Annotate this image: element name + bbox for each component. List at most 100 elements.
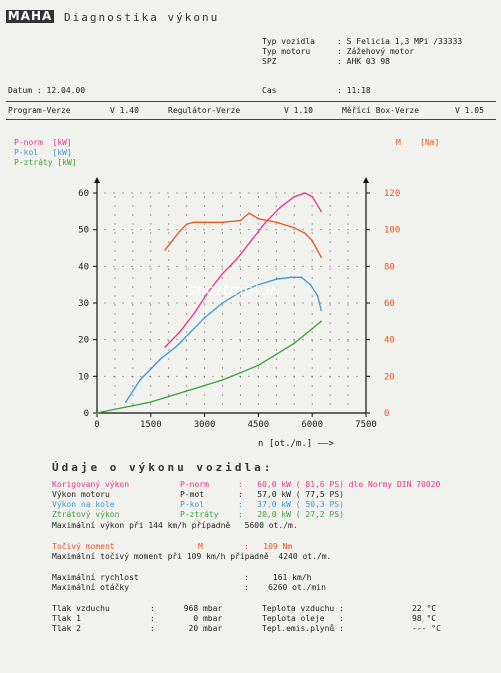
grid-dot: [168, 295, 170, 297]
grid-dot: [347, 367, 349, 369]
grid-dot: [185, 265, 187, 267]
grid-dot: [239, 302, 241, 304]
data-point: [304, 232, 306, 235]
grid-dot: [150, 250, 152, 252]
grid-dot: [239, 349, 242, 351]
data-point: [160, 357, 163, 359]
grid-dot: [329, 331, 331, 333]
max-speed-value: : 161 km/h: [244, 573, 312, 582]
grid-dot: [132, 403, 134, 405]
grid-dot: [239, 376, 242, 378]
grid-dot: [347, 331, 349, 333]
grid-dot: [347, 250, 349, 252]
grid-dot: [257, 223, 259, 225]
grid-dot: [221, 192, 223, 194]
y-left-tick-label: 0: [84, 409, 89, 419]
grid-dot: [132, 295, 134, 297]
grid-dot: [347, 358, 349, 360]
grid-dot: [275, 277, 277, 279]
data-point: [239, 371, 242, 374]
grid-dot: [311, 214, 313, 216]
env-label: Tlak vzduchu: [52, 604, 110, 613]
grid-dot: [248, 265, 250, 267]
chart-series: [96, 192, 322, 414]
grid-dot: [239, 223, 242, 225]
grid-dot: [131, 339, 133, 341]
grid-dot: [131, 265, 133, 267]
grid-dot: [356, 265, 358, 267]
grid-dot: [168, 214, 170, 216]
grid-dot: [104, 302, 106, 304]
data-point: [309, 283, 312, 286]
data-point: [320, 210, 322, 213]
grid-dot: [257, 376, 259, 378]
grid-dot: [149, 339, 151, 341]
torque-label: Točivý moment: [52, 542, 115, 551]
y-left-tick-label: 60: [78, 189, 89, 199]
grid-dot: [150, 349, 152, 351]
grid-dot: [239, 259, 242, 261]
data-point: [320, 256, 322, 258]
grid-dot: [221, 223, 224, 225]
spz-value: : AHK 03 98: [337, 57, 390, 66]
grid-dot: [347, 196, 349, 198]
grid-dot: [257, 302, 259, 304]
grid-dot: [257, 259, 259, 261]
grid-dot: [239, 250, 242, 252]
y-left-tick-label: 50: [78, 226, 89, 236]
grid-dot: [221, 331, 224, 333]
grid-dot: [329, 322, 331, 324]
grid-dot: [132, 331, 134, 333]
grid-dot: [150, 385, 152, 387]
grid-dot: [221, 250, 224, 252]
grid-dot: [257, 340, 259, 342]
grid-dot: [186, 241, 188, 243]
grid-dot: [203, 265, 205, 267]
grid-dot: [204, 367, 206, 369]
grid-dot: [257, 192, 259, 194]
grid-dot: [114, 331, 116, 333]
data-point: [185, 390, 188, 392]
data-point: [167, 395, 170, 398]
grid-dot: [275, 302, 277, 304]
data-point: [248, 212, 250, 214]
grid-dot: [275, 349, 277, 351]
grid-dot: [329, 367, 331, 369]
grid-dot: [239, 313, 242, 315]
grid-dot: [311, 295, 313, 297]
data-point: [203, 221, 206, 224]
grid-dot: [150, 394, 152, 396]
grid-dot: [204, 268, 206, 270]
grid-dot: [320, 265, 322, 267]
y-left-tick-label: 30: [78, 299, 89, 309]
grid-dot: [266, 265, 268, 267]
series-line-p-ztr-ty: [96, 320, 322, 414]
grid-dot: [275, 241, 277, 243]
grid-dot: [275, 250, 277, 252]
cas-value: : 11:18: [337, 86, 371, 95]
grid-dot: [239, 286, 242, 288]
data-point: [264, 221, 267, 224]
grid-dot: [168, 358, 170, 360]
grid-dot: [176, 265, 178, 267]
grid-dot: [140, 192, 142, 194]
grid-dot: [114, 232, 116, 234]
grid-dot: [311, 358, 313, 360]
grid-dot: [275, 286, 277, 288]
grid-dot: [150, 214, 152, 216]
grid-dot: [311, 302, 313, 304]
grid-dot: [257, 214, 259, 216]
grid-dot: [347, 385, 349, 387]
grid-dot: [275, 385, 277, 387]
data-point: [311, 239, 314, 242]
data-point: [316, 294, 319, 297]
grid-dot: [168, 394, 170, 396]
grid-dot: [239, 205, 242, 207]
grid-dot: [293, 214, 295, 216]
grid-dot: [257, 331, 259, 333]
grid-dot: [104, 229, 106, 231]
grid-dot: [329, 302, 331, 304]
data-point: [178, 230, 181, 233]
grid-dot: [149, 229, 151, 231]
grid-dot: [194, 192, 196, 194]
